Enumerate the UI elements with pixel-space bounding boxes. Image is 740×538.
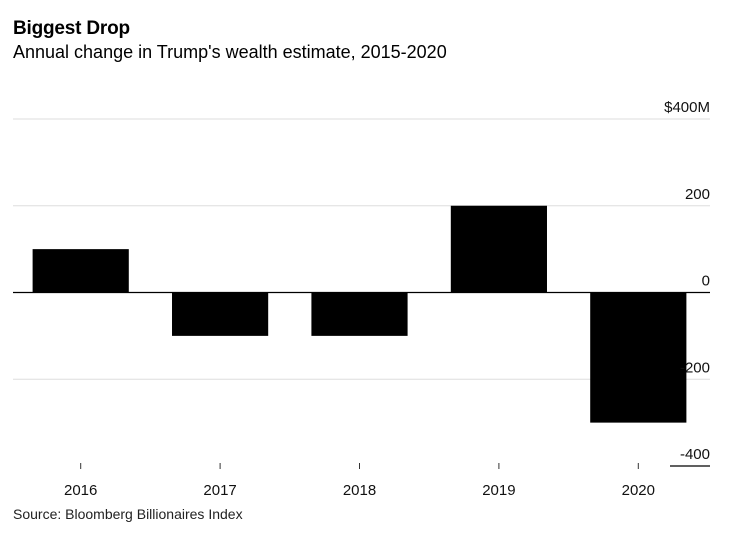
source-note: Source: Bloomberg Billionaires Index — [13, 506, 243, 522]
x-tick-label: 2019 — [482, 482, 515, 499]
chart-title: Biggest Drop — [13, 18, 130, 39]
bar-2018 — [311, 292, 408, 336]
x-tick-label: 2016 — [64, 482, 97, 499]
zero-line-group — [13, 291, 710, 467]
y-tick-label: 200 — [685, 186, 710, 203]
y-tick-label: -400 — [680, 446, 710, 463]
y-tick-label: -200 — [680, 359, 710, 376]
x-tick-label: 2017 — [203, 482, 236, 499]
bar-2016 — [32, 249, 129, 293]
bars — [32, 205, 687, 423]
bar-2020 — [590, 292, 687, 423]
y-axis-ticks: $400M 200 0 -200 -400 — [664, 99, 710, 463]
x-tick-label: 2020 — [622, 482, 655, 499]
bar-2019 — [450, 205, 547, 293]
bar-2017 — [172, 292, 269, 336]
y-tick-label: 0 — [702, 273, 710, 290]
x-axis-ticks: 2016 2017 2018 2019 2020 — [64, 463, 655, 499]
chart-subtitle: Annual change in Trump's wealth estimate… — [13, 42, 447, 62]
x-tick-label: 2018 — [343, 482, 376, 499]
y-tick-label: $400M — [664, 99, 710, 116]
